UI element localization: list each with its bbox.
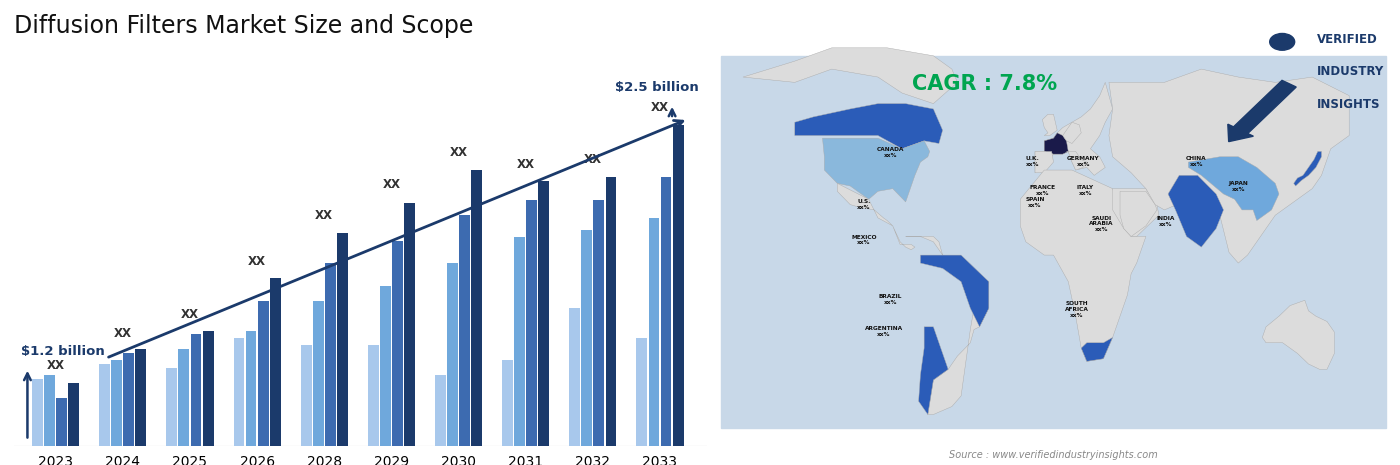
Bar [190, 334, 202, 446]
Polygon shape [795, 104, 942, 149]
Bar [405, 203, 414, 446]
Polygon shape [1294, 152, 1322, 186]
Text: XX: XX [181, 308, 199, 321]
Bar [648, 219, 659, 446]
Text: Source : www.verifiedindustryinsights.com: Source : www.verifiedindustryinsights.co… [949, 450, 1158, 460]
Bar [203, 331, 214, 446]
Text: SPAIN
xx%: SPAIN xx% [1025, 197, 1044, 208]
Polygon shape [1189, 157, 1280, 220]
Text: XX: XX [584, 153, 602, 166]
Text: ARGENTINA
xx%: ARGENTINA xx% [865, 326, 903, 337]
Polygon shape [1067, 152, 1086, 170]
Polygon shape [906, 237, 988, 414]
Bar [379, 286, 391, 446]
Bar [606, 177, 616, 446]
Bar [570, 308, 580, 446]
Bar [45, 375, 55, 446]
Text: XX: XX [46, 359, 64, 372]
Polygon shape [823, 138, 930, 202]
Bar [447, 263, 458, 446]
Text: JAPAN
xx%: JAPAN xx% [1229, 181, 1249, 192]
Text: XX: XX [449, 146, 468, 159]
Bar [69, 383, 80, 446]
Text: BRAZIL
xx%: BRAZIL xx% [879, 294, 902, 305]
Bar [581, 230, 592, 446]
Text: $2.5 billion: $2.5 billion [615, 80, 699, 93]
Bar [301, 345, 312, 446]
Text: SAUDI
ARABIA
xx%: SAUDI ARABIA xx% [1089, 216, 1113, 232]
Polygon shape [893, 226, 916, 250]
Bar [178, 349, 189, 446]
Bar [661, 177, 672, 446]
Polygon shape [743, 48, 958, 104]
Polygon shape [1035, 152, 1053, 173]
Polygon shape [1263, 300, 1334, 369]
Text: GERMANY
xx%: GERMANY xx% [1067, 156, 1100, 167]
Text: XX: XX [315, 209, 333, 222]
Text: CANADA
xx%: CANADA xx% [876, 147, 904, 158]
FancyArrow shape [1228, 80, 1296, 142]
Polygon shape [920, 255, 988, 327]
Bar [245, 331, 256, 446]
Bar [136, 349, 147, 446]
Text: XX: XX [382, 178, 400, 191]
Polygon shape [1109, 69, 1350, 263]
Bar [123, 353, 134, 446]
Text: INDIA
xx%: INDIA xx% [1156, 216, 1175, 227]
Bar [539, 181, 549, 446]
Polygon shape [1044, 133, 1068, 154]
Bar [32, 379, 43, 446]
Text: VERIFIED: VERIFIED [1317, 33, 1378, 46]
Polygon shape [1081, 338, 1113, 361]
Text: INSIGHTS: INSIGHTS [1317, 98, 1380, 111]
Text: U.K.
xx%: U.K. xx% [1025, 156, 1039, 167]
Bar [312, 300, 323, 446]
Polygon shape [918, 327, 948, 414]
Bar [503, 360, 512, 446]
Text: Diffusion Filters Market Size and Scope: Diffusion Filters Market Size and Scope [14, 14, 473, 38]
Polygon shape [1120, 191, 1156, 237]
Bar [392, 241, 403, 446]
Bar [234, 338, 245, 446]
Text: CHINA
xx%: CHINA xx% [1186, 156, 1207, 167]
Bar [594, 199, 605, 446]
Text: XX: XX [517, 158, 535, 171]
Bar [721, 56, 1386, 428]
Bar [112, 360, 122, 446]
Text: CAGR : 7.8%: CAGR : 7.8% [911, 73, 1057, 94]
Text: U.S.
xx%: U.S. xx% [857, 199, 871, 210]
Polygon shape [837, 183, 893, 226]
Bar [514, 237, 525, 446]
Text: ITALY
xx%: ITALY xx% [1077, 185, 1093, 196]
Bar [99, 364, 111, 446]
Polygon shape [1113, 189, 1159, 237]
Circle shape [1270, 33, 1295, 50]
Bar [337, 233, 347, 446]
Bar [325, 263, 336, 446]
Polygon shape [1168, 175, 1224, 247]
Bar [167, 368, 178, 446]
Bar [637, 338, 647, 446]
Bar [435, 375, 445, 446]
Polygon shape [1021, 170, 1147, 361]
Bar [459, 215, 470, 446]
Text: $1.2 billion: $1.2 billion [21, 345, 105, 358]
Polygon shape [1035, 82, 1113, 175]
Polygon shape [1043, 114, 1057, 135]
Bar [258, 300, 269, 446]
Text: INDUSTRY: INDUSTRY [1317, 65, 1385, 78]
Text: XX: XX [651, 101, 669, 114]
Bar [56, 398, 67, 446]
Bar [472, 170, 482, 446]
Text: XX: XX [248, 255, 266, 268]
Bar [368, 345, 378, 446]
Bar [526, 199, 538, 446]
Text: SOUTH
AFRICA
xx%: SOUTH AFRICA xx% [1065, 301, 1089, 318]
Text: FRANCE
xx%: FRANCE xx% [1030, 185, 1056, 196]
Bar [672, 125, 683, 446]
Polygon shape [1063, 122, 1081, 144]
Text: MEXICO
xx%: MEXICO xx% [851, 234, 876, 246]
Text: XX: XX [113, 327, 132, 340]
Bar [270, 278, 280, 446]
